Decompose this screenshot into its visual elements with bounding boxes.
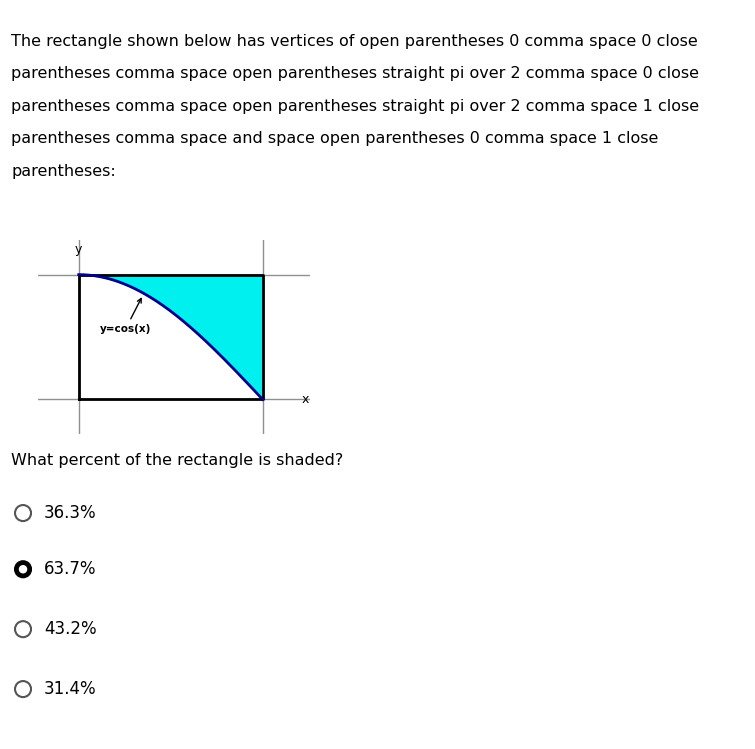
Circle shape bbox=[15, 561, 31, 577]
Text: x: x bbox=[301, 393, 309, 406]
Text: parentheses:: parentheses: bbox=[11, 164, 116, 179]
Text: y: y bbox=[75, 243, 82, 256]
Text: 36.3%: 36.3% bbox=[44, 504, 97, 522]
Text: 43.2%: 43.2% bbox=[44, 620, 97, 638]
Text: parentheses comma space and space open parentheses 0 comma space 1 close: parentheses comma space and space open p… bbox=[11, 131, 658, 146]
Text: 63.7%: 63.7% bbox=[44, 560, 97, 578]
Circle shape bbox=[19, 565, 27, 574]
Text: What percent of the rectangle is shaded?: What percent of the rectangle is shaded? bbox=[11, 453, 344, 468]
Text: The rectangle shown below has vertices of open parentheses 0 comma space 0 close: The rectangle shown below has vertices o… bbox=[11, 34, 698, 49]
Text: parentheses comma space open parentheses straight pi over 2 comma space 0 close: parentheses comma space open parentheses… bbox=[11, 66, 699, 81]
Text: parentheses comma space open parentheses straight pi over 2 comma space 1 close: parentheses comma space open parentheses… bbox=[11, 99, 699, 114]
Text: 31.4%: 31.4% bbox=[44, 680, 97, 698]
Text: y=cos(x): y=cos(x) bbox=[100, 298, 151, 334]
